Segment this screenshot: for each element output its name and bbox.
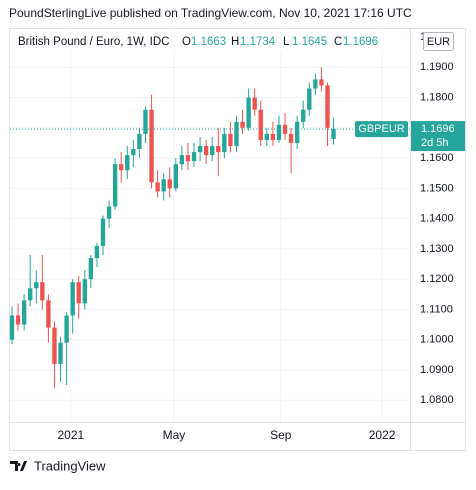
legend-bg xyxy=(11,31,406,51)
y-tick-label: 1.0900 xyxy=(420,364,454,376)
legend-ohlc-key: C xyxy=(334,36,342,48)
candle-body xyxy=(288,133,294,143)
candle-body xyxy=(276,124,282,140)
legend-ohlc-key: L xyxy=(283,36,290,48)
candle-body xyxy=(125,155,130,171)
candle-body xyxy=(258,109,263,140)
x-tick-label: Sep xyxy=(270,428,292,442)
candle-body xyxy=(100,218,106,246)
x-tick-label: May xyxy=(163,428,186,442)
y-tick-label: 1.1600 xyxy=(420,152,454,164)
x-tick-label: 2021 xyxy=(58,428,85,442)
legend-ohlc-key: H xyxy=(231,36,239,48)
legend-ohlc-value: 1.1663 xyxy=(191,36,226,48)
legend-ohlc-value: 1.1645 xyxy=(292,36,327,48)
currency-box[interactable] xyxy=(423,32,454,51)
candle-body xyxy=(234,121,239,147)
candle-body xyxy=(155,182,160,192)
legend-ohlc-value: 1.1734 xyxy=(240,36,276,48)
candle-body xyxy=(28,288,33,301)
candle-body xyxy=(325,85,330,128)
y-tick-label: 1.1800 xyxy=(420,92,454,104)
legend: British Pound / Euro, 1W, IDC O 1.1663 H 1.… xyxy=(11,31,406,51)
candle-body xyxy=(203,146,209,156)
candle-body xyxy=(294,121,300,143)
footer: TradingView xyxy=(34,458,106,473)
candle-body xyxy=(143,109,148,134)
candle-body xyxy=(112,164,118,207)
candle-body xyxy=(58,342,63,364)
candle-body xyxy=(82,279,87,304)
candle-body xyxy=(173,164,178,189)
y-tick-label: 1.1900 xyxy=(420,61,454,73)
legend-ohlc-value: 1.1696 xyxy=(343,36,378,48)
y-tick-label: 1.1000 xyxy=(420,334,454,346)
candle-body xyxy=(9,315,15,340)
candle-body xyxy=(191,152,197,162)
candle-body xyxy=(106,206,112,219)
candle-body xyxy=(137,133,142,150)
candle-body xyxy=(40,282,45,301)
y-tick-label: 1.1400 xyxy=(420,213,454,225)
footer-logo xyxy=(10,461,27,471)
candle-body xyxy=(252,97,257,110)
candle-body xyxy=(131,149,136,156)
y-tick-label: 1.1300 xyxy=(420,243,454,255)
candle-body xyxy=(185,155,191,162)
candle-body xyxy=(270,133,276,140)
y-tick-label: 1.1500 xyxy=(420,182,454,194)
legend-title: British Pound / Euro, 1W, IDC xyxy=(18,36,169,48)
x-tick-label: 2022 xyxy=(369,428,396,442)
candle-body xyxy=(210,146,215,156)
currency: EUR xyxy=(427,36,450,48)
candle-body xyxy=(15,315,21,325)
legend-ohlc-key: O xyxy=(182,36,191,48)
candle-body xyxy=(88,257,94,280)
candle-body xyxy=(319,79,324,86)
candle-body xyxy=(216,146,221,153)
candle-body xyxy=(161,179,166,192)
candle-body xyxy=(34,282,39,289)
axes: 1.0800 1.0900 1.1000 1.1100 1.1200 1.1300 1.14… xyxy=(58,31,465,442)
grid xyxy=(10,28,410,422)
candle-body xyxy=(222,133,227,153)
candle-body xyxy=(94,245,100,258)
symbol-label: GBPEUR xyxy=(358,123,405,135)
logo-icon xyxy=(10,461,27,471)
candle-body xyxy=(301,109,306,122)
candle-body xyxy=(149,109,154,183)
candle-body xyxy=(264,133,270,140)
last-price-label: 1.1696 xyxy=(421,123,455,135)
y-tick-label: 1.0800 xyxy=(420,394,454,406)
y-tick-label: 1.1100 xyxy=(420,303,453,315)
frame xyxy=(9,28,466,451)
candle-body xyxy=(197,146,203,153)
price-tag xyxy=(411,121,465,152)
candle-body xyxy=(228,133,233,147)
candle-body xyxy=(64,315,69,343)
candle-body xyxy=(246,97,251,128)
candle-body xyxy=(179,155,185,165)
candle-body xyxy=(76,282,81,304)
header: PoundSterlingLive published on TradingVi… xyxy=(9,6,412,20)
candle-body xyxy=(119,164,124,171)
candles xyxy=(9,67,410,389)
candle-body xyxy=(331,129,336,140)
candle-body xyxy=(167,179,172,189)
candle-body xyxy=(21,300,27,325)
candle-body xyxy=(307,88,312,110)
candle-body xyxy=(282,124,288,134)
candle-body xyxy=(70,282,75,316)
countdown: 2d 5h xyxy=(421,137,449,149)
candle-body xyxy=(52,327,57,364)
candle-body xyxy=(240,121,245,128)
candle-body xyxy=(313,79,318,89)
y-tick-label: 1.1200 xyxy=(420,273,454,285)
candle-body xyxy=(46,300,51,328)
symbol-tag xyxy=(355,121,408,138)
